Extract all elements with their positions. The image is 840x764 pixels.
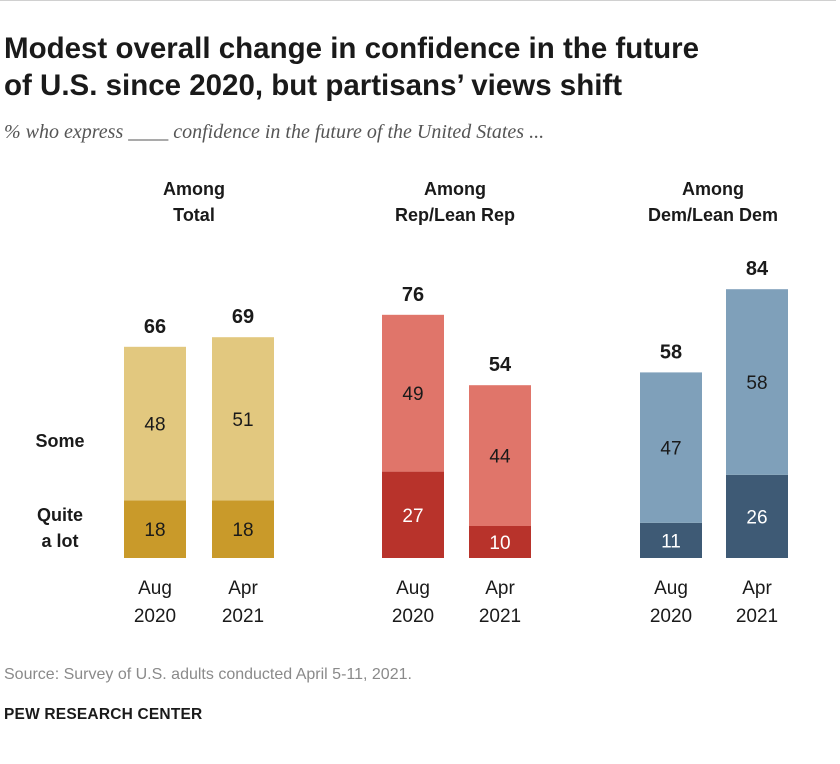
- bar-segment-some-dem-aug: [640, 372, 702, 523]
- data-label-quite-total-apr: 18: [232, 520, 253, 541]
- data-label-some-total-aug: 48: [144, 415, 165, 436]
- data-label-quite-rep-apr: 10: [489, 533, 510, 554]
- x-tick-label-dem-aug-line2: 2020: [650, 606, 692, 627]
- bar-segment-quite-rep-apr: [469, 526, 531, 558]
- title-line-2: of U.S. since 2020, but partisans’ views…: [4, 69, 623, 102]
- group-label-rep-line1: Among: [424, 179, 486, 199]
- data-label-quite-total-aug: 18: [144, 520, 165, 541]
- data-label-some-total-apr: 51: [232, 410, 253, 431]
- group-label-rep-line2: Rep/Lean Rep: [395, 205, 515, 225]
- x-tick-label-rep-apr-line2: 2021: [479, 606, 521, 627]
- x-tick-label-dem-aug-line1: Aug: [654, 578, 688, 599]
- data-label-some-dem-aug: 47: [660, 439, 681, 460]
- data-label-some-rep-apr: 44: [489, 447, 511, 468]
- group-label-dem-line2: Dem/Lean Dem: [648, 205, 778, 225]
- group-label-dem-line1: Among: [682, 179, 744, 199]
- data-label-total-dem-apr: 84: [746, 258, 769, 280]
- bar-segment-quite-dem-aug: [640, 522, 702, 558]
- source-note: Source: Survey of U.S. adults conducted …: [4, 666, 412, 683]
- stacked-bar-chart: Some Quite a lot Among Total 18 48 66 Aug 2020 18 5…: [35, 179, 788, 627]
- bar-segment-quite-total-apr: [212, 500, 274, 558]
- bar-segment-some-rep-aug: [382, 314, 444, 472]
- bar-segment-some-total-aug: [124, 346, 186, 501]
- x-tick-label-rep-aug-line2: 2020: [392, 606, 434, 627]
- bar-segment-some-dem-apr: [726, 289, 788, 475]
- top-rule: [0, 0, 836, 1]
- data-label-some-rep-aug: 49: [402, 384, 423, 405]
- data-label-some-dem-apr: 58: [746, 373, 767, 394]
- data-label-total-total-apr: 69: [232, 306, 254, 328]
- data-label-quite-dem-aug: 11: [661, 531, 681, 552]
- credit-line: PEW RESEARCH CENTER: [4, 706, 203, 723]
- legend-label-some: Some: [35, 431, 84, 451]
- bar-segment-quite-rep-aug: [382, 471, 444, 558]
- x-tick-label-total-aug-line1: Aug: [138, 578, 172, 599]
- chart-subtitle: % who express ____ confidence in the fut…: [4, 121, 545, 143]
- title-line-1: Modest overall change in confidence in t…: [4, 32, 699, 65]
- bar-segment-some-total-apr: [212, 337, 274, 501]
- data-label-quite-dem-apr: 26: [746, 507, 767, 528]
- bar-segment-quite-dem-apr: [726, 474, 788, 558]
- data-label-quite-rep-aug: 27: [402, 506, 423, 527]
- data-label-total-rep-apr: 54: [489, 354, 512, 376]
- data-label-total-total-aug: 66: [144, 316, 166, 338]
- x-tick-label-total-apr-line1: Apr: [228, 578, 258, 599]
- group-label-total-line2: Total: [173, 205, 215, 225]
- x-tick-label-rep-aug-line1: Aug: [396, 578, 430, 599]
- data-label-total-rep-aug: 76: [402, 284, 424, 306]
- group-label-total-line1: Among: [163, 179, 225, 199]
- x-tick-label-dem-apr-line1: Apr: [742, 578, 772, 599]
- data-label-total-dem-aug: 58: [660, 341, 682, 363]
- bar-segment-quite-total-aug: [124, 500, 186, 558]
- legend-label-quite-a-lot-line2: a lot: [41, 531, 78, 551]
- chart-title: Modest overall change in confidence in t…: [4, 30, 804, 104]
- x-tick-label-total-apr-line2: 2021: [222, 606, 264, 627]
- x-tick-label-total-aug-line2: 2020: [134, 606, 176, 627]
- legend-label-quite-a-lot-line1: Quite: [37, 505, 83, 525]
- bar-segment-some-rep-apr: [469, 385, 531, 526]
- x-tick-label-dem-apr-line2: 2021: [736, 606, 778, 627]
- x-tick-label-rep-apr-line1: Apr: [485, 578, 515, 599]
